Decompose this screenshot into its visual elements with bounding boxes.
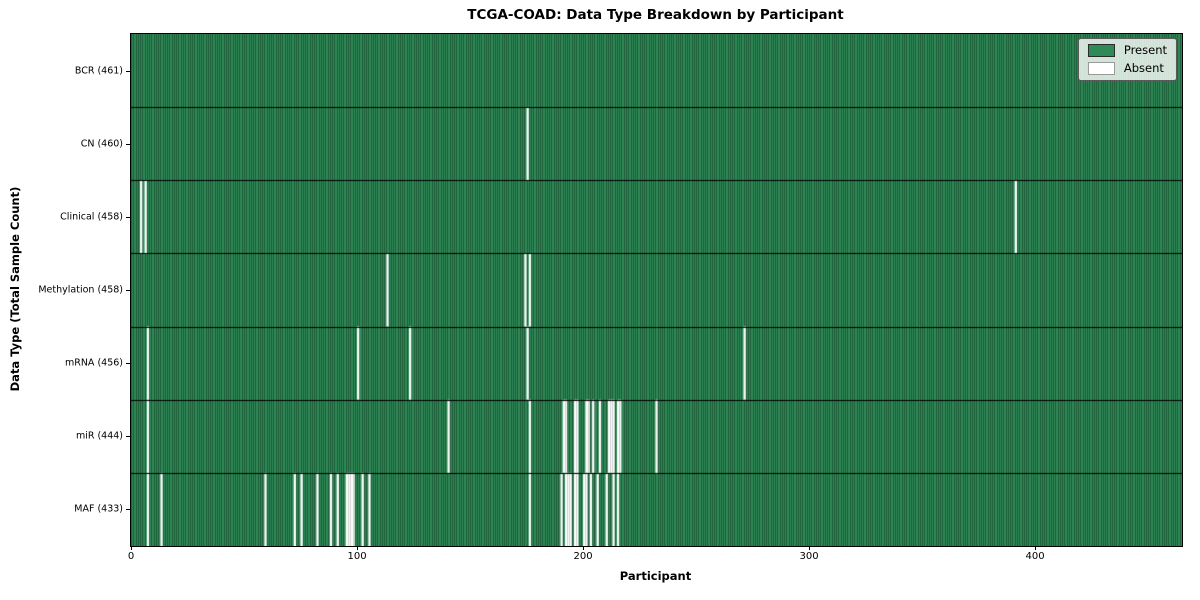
y-tick-mark bbox=[126, 216, 130, 218]
heatmap-canvas bbox=[131, 34, 1182, 546]
y-tick-mark bbox=[126, 363, 130, 365]
y-tick-mark bbox=[126, 509, 130, 511]
y-tick-mark bbox=[126, 143, 130, 145]
y-tick-label: miR (444) bbox=[75, 430, 123, 442]
x-tick-label: 0 bbox=[127, 551, 135, 562]
y-tick-mark bbox=[126, 436, 130, 438]
x-tick-mark bbox=[583, 546, 585, 550]
y-tick-label: Clinical (458) bbox=[60, 211, 123, 223]
y-tick-label: MAF (433) bbox=[74, 503, 123, 515]
x-tick-label: 100 bbox=[347, 551, 367, 562]
x-tick-mark bbox=[131, 546, 132, 550]
legend-swatch-present bbox=[1087, 44, 1115, 57]
y-tick-mark bbox=[126, 290, 130, 291]
x-tick-label: 200 bbox=[573, 551, 593, 562]
y-tick-label: BCR (461) bbox=[74, 65, 123, 77]
y-tick-label: CN (460) bbox=[80, 138, 123, 150]
legend: Present Absent bbox=[1077, 38, 1177, 81]
legend-item-present: Present bbox=[1087, 43, 1167, 57]
y-tick-mark bbox=[126, 70, 130, 72]
x-tick-mark bbox=[1035, 546, 1037, 550]
x-tick-mark bbox=[809, 546, 811, 550]
y-tick-label: Methylation (458) bbox=[38, 284, 123, 296]
chart-title: TCGA-COAD: Data Type Breakdown by Partic… bbox=[467, 7, 844, 23]
x-tick-label: 300 bbox=[799, 551, 819, 562]
x-axis-label: Participant bbox=[619, 569, 692, 583]
legend-label-present: Present bbox=[1123, 43, 1167, 57]
x-tick-mark bbox=[357, 546, 359, 550]
x-tick-label: 400 bbox=[1025, 551, 1045, 562]
plot-area: Present Absent bbox=[130, 33, 1183, 547]
legend-label-absent: Absent bbox=[1123, 61, 1164, 75]
legend-item-absent: Absent bbox=[1087, 61, 1167, 75]
y-tick-label: mRNA (456) bbox=[64, 357, 123, 369]
legend-swatch-absent bbox=[1087, 62, 1115, 75]
